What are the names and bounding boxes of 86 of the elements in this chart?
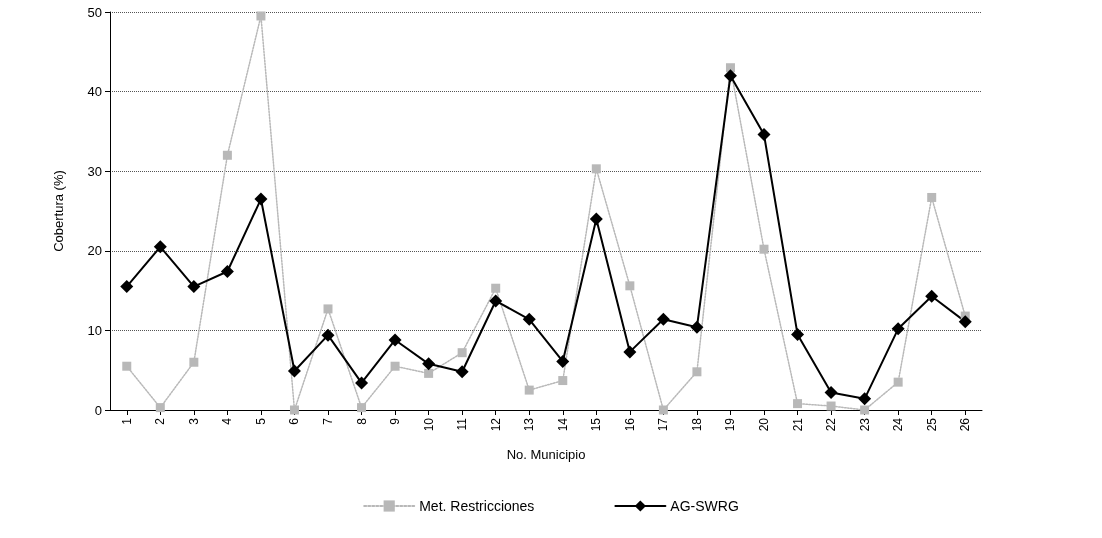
- point: [522, 312, 536, 326]
- point: [189, 357, 199, 367]
- point: [791, 327, 805, 341]
- x-tick-label: 17: [656, 417, 671, 432]
- point: [623, 345, 637, 359]
- x-tick-label: 12: [488, 417, 503, 432]
- x-tick-label: 14: [555, 417, 570, 432]
- point: [958, 315, 972, 329]
- point: [489, 294, 503, 308]
- point: [457, 348, 467, 358]
- point: [793, 399, 803, 409]
- point: [323, 304, 333, 314]
- x-tick-label: 22: [824, 417, 839, 432]
- x-tick-label: 15: [589, 417, 604, 432]
- point: [220, 265, 234, 278]
- x-tick-label: 9: [388, 417, 403, 425]
- x-tick-label: 5: [253, 417, 268, 425]
- point: [927, 192, 937, 202]
- point: [388, 333, 402, 347]
- y-tick-label: 40: [87, 84, 102, 100]
- point: [390, 361, 400, 371]
- point: [860, 405, 870, 415]
- x-tick-label: 16: [622, 417, 637, 432]
- point: [120, 280, 134, 294]
- point: [491, 283, 501, 293]
- point: [153, 240, 167, 254]
- point: [589, 212, 603, 226]
- point: [656, 312, 670, 326]
- y-tick-label: 20: [87, 243, 102, 259]
- x-tick-label: 7: [321, 417, 335, 425]
- point: [256, 11, 266, 21]
- x-tick-label: 25: [924, 417, 939, 432]
- y-tick-label: 10: [87, 322, 102, 338]
- point: [122, 361, 132, 371]
- x-tick-label: 19: [723, 417, 738, 432]
- point: [824, 385, 838, 399]
- point: [455, 365, 469, 379]
- x-tick-label: 18: [689, 417, 704, 432]
- x-axis-title: No. Municipio: [506, 447, 586, 462]
- y-tick-label: 0: [94, 402, 102, 418]
- point: [893, 377, 903, 387]
- point: [254, 192, 268, 206]
- y-tick-label: 30: [87, 163, 102, 179]
- legend-label: AG-SWRG: [670, 498, 739, 514]
- x-tick-label: 8: [354, 417, 369, 425]
- x-tick-label: 3: [186, 417, 201, 425]
- y-tick-label: 50: [87, 4, 102, 20]
- point: [556, 354, 570, 368]
- x-tick-label: 11: [455, 417, 470, 431]
- point: [355, 376, 369, 390]
- y-axis-title: Cobertura (%): [51, 170, 66, 252]
- point: [625, 281, 635, 291]
- point: [690, 320, 704, 334]
- x-tick-label: 1: [119, 417, 134, 425]
- x-tick-label: 20: [757, 417, 771, 432]
- x-tick-label: 21: [790, 417, 805, 432]
- point: [692, 367, 702, 377]
- point: [658, 405, 668, 415]
- legend-label: Met. Restricciones: [419, 498, 535, 514]
- x-tick-label: 6: [287, 417, 302, 425]
- point: [422, 357, 436, 371]
- point: [289, 405, 299, 415]
- point: [524, 385, 534, 395]
- point: [321, 328, 335, 342]
- x-tick-label: 24: [891, 417, 906, 432]
- point: [187, 280, 201, 294]
- point: [558, 376, 568, 386]
- x-tick-label: 2: [153, 417, 168, 425]
- x-tick-label: 10: [421, 417, 436, 432]
- point: [757, 128, 771, 142]
- x-tick-label: 26: [958, 417, 973, 432]
- x-tick-label: 4: [220, 417, 235, 425]
- point: [723, 69, 737, 83]
- point: [759, 244, 769, 254]
- point: [424, 368, 434, 378]
- x-tick-label: 13: [522, 417, 537, 432]
- point: [287, 364, 301, 378]
- point: [155, 403, 165, 413]
- point: [891, 322, 905, 336]
- point: [357, 403, 367, 413]
- point: [222, 150, 232, 160]
- point: [858, 392, 872, 406]
- point: [925, 289, 939, 303]
- point: [591, 164, 601, 174]
- point: [826, 401, 836, 411]
- x-tick-label: 23: [857, 417, 872, 432]
